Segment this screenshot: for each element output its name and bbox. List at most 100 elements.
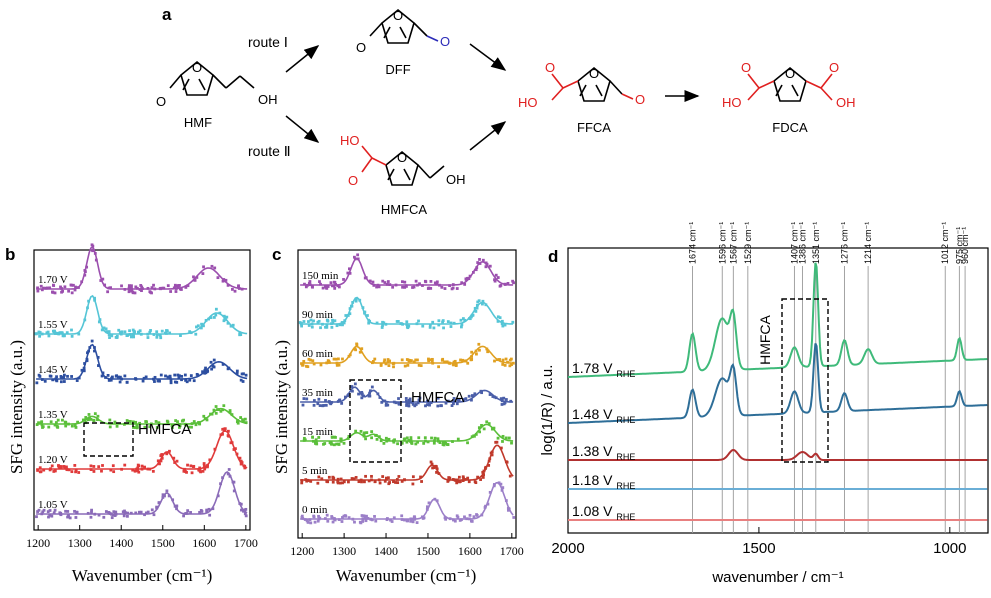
data-point — [454, 364, 458, 367]
data-point — [453, 519, 457, 523]
data-point — [221, 432, 224, 436]
data-point — [432, 326, 436, 330]
data-point — [123, 509, 126, 513]
data-point — [166, 284, 170, 288]
data-point — [127, 284, 131, 288]
data-point — [432, 441, 436, 445]
data-point — [414, 358, 418, 362]
data-point — [381, 324, 384, 327]
data-point — [123, 511, 127, 514]
data-point — [309, 318, 313, 322]
data-point — [428, 325, 432, 329]
data-point — [73, 509, 76, 513]
data-point — [109, 378, 113, 382]
data-point — [302, 397, 306, 400]
x-tick-label: 1600 — [458, 544, 482, 558]
data-point — [417, 398, 421, 402]
data-point — [405, 284, 408, 288]
x-tick-label: 1000 — [933, 540, 966, 557]
data-point — [243, 417, 247, 421]
data-point — [424, 280, 428, 284]
x-tick-label: 1600 — [192, 536, 216, 550]
data-point — [336, 284, 340, 288]
data-point — [144, 420, 148, 423]
data-point — [129, 511, 133, 515]
data-point — [412, 285, 416, 289]
data-point — [202, 265, 205, 269]
data-point — [168, 449, 171, 453]
data-point — [474, 481, 478, 485]
data-point — [67, 289, 71, 293]
data-point — [206, 465, 209, 469]
data-point — [410, 359, 413, 363]
data-point — [122, 514, 126, 518]
data-point — [312, 403, 316, 407]
data-point — [353, 255, 356, 259]
series-label: 5 min — [302, 465, 328, 477]
data-point — [395, 320, 399, 323]
data-point — [139, 284, 143, 287]
data-point — [449, 325, 453, 328]
data-point — [242, 420, 245, 423]
data-point — [74, 426, 78, 429]
data-point — [150, 291, 153, 295]
data-point — [405, 401, 409, 405]
data-point — [403, 518, 406, 522]
data-point — [149, 329, 152, 332]
data-point — [466, 361, 470, 365]
data-point — [396, 442, 399, 446]
data-point — [216, 276, 220, 280]
data-point — [160, 453, 164, 456]
data-point — [177, 375, 181, 379]
data-point — [48, 374, 52, 378]
data-point — [172, 456, 176, 460]
data-point — [97, 513, 101, 517]
x-tick-label: 1500 — [742, 540, 775, 557]
data-point — [113, 420, 117, 424]
data-point — [429, 358, 433, 362]
data-point — [319, 326, 322, 330]
hmf-oh: OH — [258, 92, 278, 107]
data-point — [490, 453, 494, 457]
data-point — [363, 431, 366, 435]
data-point — [471, 313, 475, 317]
data-point — [373, 480, 377, 484]
data-point — [375, 321, 379, 325]
data-point — [322, 404, 326, 407]
data-point — [455, 481, 459, 485]
series-label: 1.35 V — [38, 409, 68, 421]
data-point — [242, 509, 245, 513]
band-label: 1012 cm⁻¹ — [940, 222, 950, 264]
data-point — [364, 519, 368, 523]
data-point — [499, 284, 503, 287]
data-point — [501, 358, 505, 362]
data-point — [392, 480, 395, 484]
data-point — [244, 514, 248, 518]
data-point — [227, 434, 231, 438]
data-point — [178, 374, 181, 378]
data-point — [384, 402, 388, 406]
data-point — [41, 510, 45, 514]
data-point — [91, 249, 94, 253]
data-point — [201, 370, 204, 374]
data-point — [444, 442, 448, 445]
data-point — [378, 481, 382, 485]
series-line — [36, 470, 248, 515]
label-hmf: HMF — [184, 115, 212, 130]
data-point — [214, 307, 218, 311]
data-point — [367, 321, 371, 325]
data-point — [411, 520, 415, 524]
data-point — [189, 464, 193, 468]
data-point — [112, 510, 116, 514]
data-point — [42, 508, 46, 512]
band-label: 1567 cm⁻¹ — [728, 222, 738, 264]
data-point — [205, 508, 209, 512]
data-point — [144, 375, 148, 379]
ffca-o-ring: O — [589, 66, 599, 81]
data-point — [360, 392, 364, 396]
data-point — [55, 375, 58, 379]
data-point — [444, 401, 448, 405]
data-point — [330, 436, 334, 439]
data-point — [407, 359, 411, 363]
data-point — [168, 374, 172, 378]
